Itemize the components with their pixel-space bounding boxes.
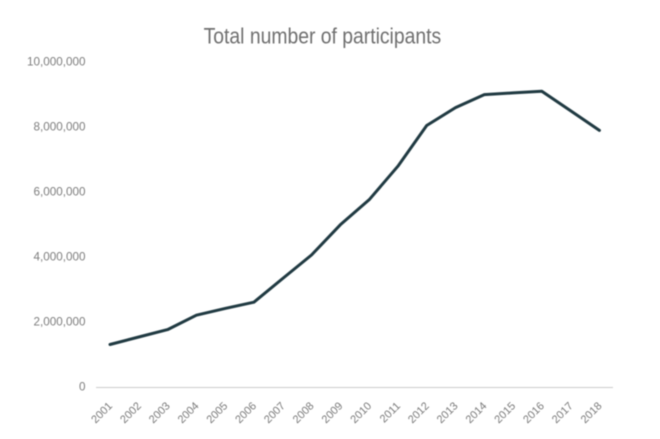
svg-text:4,000,000: 4,000,000 <box>34 250 86 263</box>
svg-text:10,000,000: 10,000,000 <box>27 55 86 68</box>
svg-text:6,000,000: 6,000,000 <box>34 185 86 198</box>
svg-text:0: 0 <box>79 380 86 393</box>
svg-text:8,000,000: 8,000,000 <box>34 120 86 133</box>
svg-text:Total number of participants: Total number of participants <box>204 24 442 49</box>
svg-text:2,000,000: 2,000,000 <box>34 315 86 328</box>
